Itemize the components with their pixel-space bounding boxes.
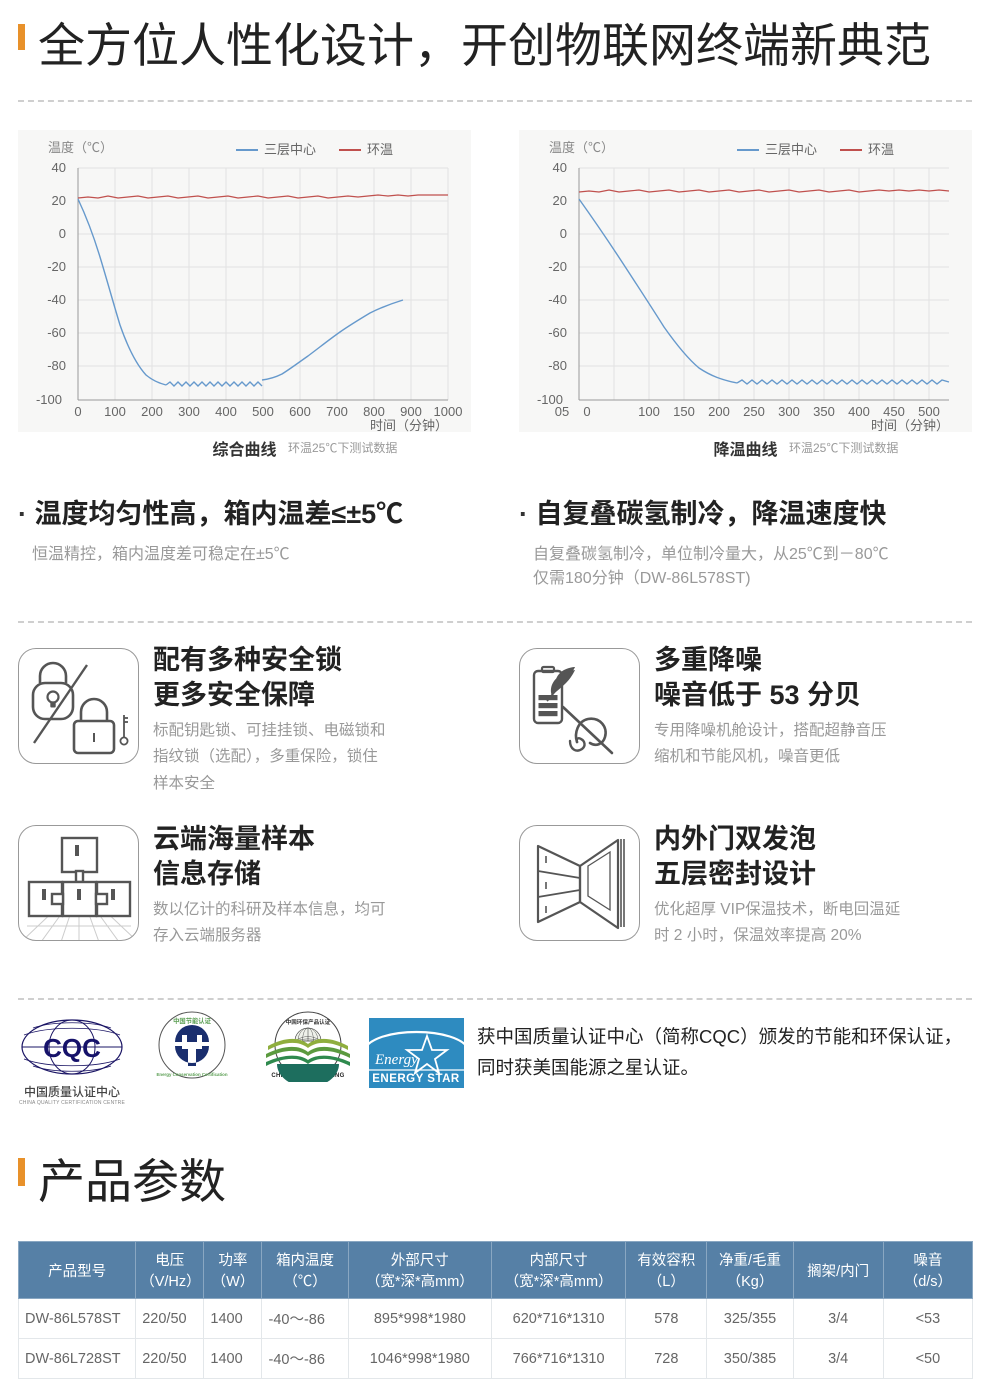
svg-text:250: 250: [743, 404, 765, 419]
svg-text:-60: -60: [47, 325, 66, 340]
svg-text:-40: -40: [548, 292, 567, 307]
svg-text:20: 20: [553, 193, 567, 208]
svg-text:-40: -40: [47, 292, 66, 307]
svg-text:200: 200: [708, 404, 730, 419]
svg-text:-80: -80: [47, 358, 66, 373]
svg-text:-100: -100: [36, 392, 62, 407]
svg-text:0: 0: [560, 226, 567, 241]
svg-text:0: 0: [74, 404, 81, 419]
svg-text:环温: 环温: [367, 142, 393, 157]
svg-text:40: 40: [553, 160, 567, 175]
svg-text:500: 500: [252, 404, 274, 419]
svg-text:500: 500: [918, 404, 940, 419]
svg-text:05: 05: [555, 404, 569, 419]
svg-text:-80: -80: [548, 358, 567, 373]
svg-text:900: 900: [400, 404, 422, 419]
svg-text:40: 40: [52, 160, 66, 175]
svg-text:环温: 环温: [868, 142, 894, 157]
svg-text:200: 200: [141, 404, 163, 419]
svg-text:温度（℃）: 温度（℃）: [48, 140, 113, 155]
svg-text:150: 150: [673, 404, 695, 419]
svg-text:三层中心: 三层中心: [264, 142, 316, 157]
svg-text:300: 300: [178, 404, 200, 419]
svg-text:0: 0: [59, 226, 66, 241]
svg-text:100: 100: [104, 404, 126, 419]
svg-text:450: 450: [883, 404, 905, 419]
svg-text:Energy Conservation Certificat: Energy Conservation Certification: [157, 1072, 228, 1077]
svg-text:ENERGY STAR: ENERGY STAR: [372, 1073, 460, 1085]
svg-text:1000: 1000: [434, 404, 463, 419]
svg-text:700: 700: [326, 404, 348, 419]
svg-text:时间（分钟）: 时间（分钟）: [370, 418, 448, 432]
svg-text:400: 400: [848, 404, 870, 419]
svg-text:100: 100: [638, 404, 660, 419]
svg-text:600: 600: [289, 404, 311, 419]
svg-text:300: 300: [778, 404, 800, 419]
svg-text:时间（分钟）: 时间（分钟）: [871, 418, 949, 432]
svg-text:400: 400: [215, 404, 237, 419]
svg-text:20: 20: [52, 193, 66, 208]
svg-text:温度（℃）: 温度（℃）: [549, 140, 614, 155]
svg-text:中国节能认证: 中国节能认证: [173, 1016, 211, 1025]
svg-text:-20: -20: [548, 259, 567, 274]
svg-text:350: 350: [813, 404, 835, 419]
svg-text:-60: -60: [548, 325, 567, 340]
svg-text:800: 800: [363, 404, 385, 419]
svg-text:-20: -20: [47, 259, 66, 274]
svg-text:0: 0: [583, 404, 590, 419]
svg-text:中国环保产品认证: 中国环保产品认证: [286, 1018, 331, 1026]
svg-text:CQC: CQC: [43, 1033, 101, 1063]
svg-text:三层中心: 三层中心: [765, 142, 817, 157]
